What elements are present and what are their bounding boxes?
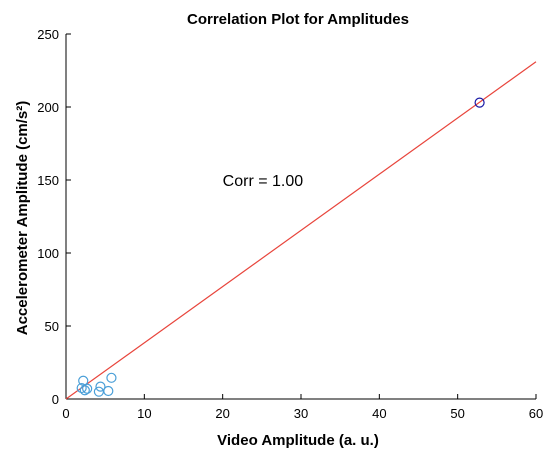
- x-tick-label: 30: [294, 406, 308, 421]
- data-point: [103, 385, 114, 397]
- data-points: [76, 97, 485, 397]
- data-point: [78, 375, 89, 386]
- y-tick-label: 100: [37, 246, 59, 261]
- x-tick-label: 0: [62, 406, 69, 421]
- y-tick-label: 200: [37, 100, 59, 115]
- y-tick-label: 150: [37, 173, 59, 188]
- x-tick-label: 60: [529, 406, 543, 421]
- data-point: [79, 385, 90, 396]
- data-point: [76, 382, 87, 394]
- data-point: [95, 381, 106, 392]
- data-point: [106, 372, 117, 383]
- data-point: [82, 383, 93, 394]
- data-point: [474, 97, 485, 108]
- x-tick-label: 20: [215, 406, 229, 421]
- axes: 0 10 20 30 40 50 60 0 50 100 150 200 250: [37, 27, 543, 421]
- x-tick-label: 40: [372, 406, 386, 421]
- x-tick-label: 10: [137, 406, 151, 421]
- x-axis-label: Video Amplitude (a. u.): [217, 432, 379, 449]
- correlation-annotation: Corr = 1.00: [223, 173, 304, 190]
- y-axis-label: Accelerometer Amplitude (cm/s²): [14, 101, 31, 336]
- x-tick-label: 50: [450, 406, 464, 421]
- y-tick-label: 250: [37, 27, 59, 42]
- data-point: [93, 386, 105, 397]
- fit-line-group: [65, 61, 537, 400]
- y-tick-label: 0: [52, 392, 59, 407]
- chart-title: Correlation Plot for Amplitudes: [187, 11, 409, 28]
- fit-line: [65, 61, 537, 400]
- y-tick-label: 50: [45, 319, 59, 334]
